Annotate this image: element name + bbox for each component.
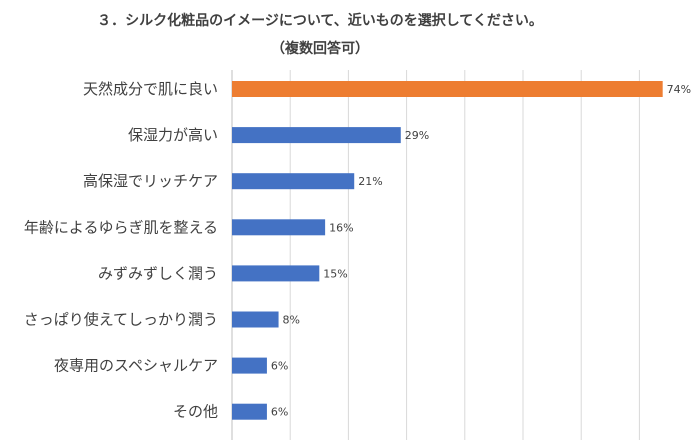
data-label: 8% — [283, 314, 300, 327]
category-label: 保湿力が高い — [128, 126, 218, 144]
data-label: 74% — [667, 83, 691, 96]
bar — [232, 127, 401, 144]
data-label: 15% — [323, 267, 347, 280]
data-label: 6% — [271, 360, 288, 373]
chart-subtitle: （複数回答可） — [271, 41, 369, 57]
data-label: 16% — [329, 221, 353, 234]
category-label: 高保湿でリッチケア — [83, 172, 218, 190]
bar — [232, 81, 663, 97]
category-label: 夜専用のスペシャルケア — [54, 357, 218, 375]
category-label: その他 — [173, 403, 218, 421]
category-label: さっぱり使えてしっかり潤う — [24, 311, 218, 329]
category-label: 天然成分で肌に良い — [83, 80, 218, 98]
data-label: 6% — [271, 406, 288, 419]
data-label: 29% — [405, 129, 429, 142]
data-label: 21% — [358, 175, 382, 188]
chart-title: ３．シルク化粧品のイメージについて、近いものを選択してください。 — [97, 13, 543, 29]
bar — [232, 219, 326, 236]
bar — [232, 311, 279, 328]
bar — [232, 403, 267, 420]
bar — [232, 357, 267, 374]
category-label: みずみずしく潤う — [98, 264, 218, 282]
category-label: 年齢によるゆらぎ肌を整える — [24, 218, 218, 236]
bar — [232, 265, 320, 282]
bar — [232, 173, 355, 190]
